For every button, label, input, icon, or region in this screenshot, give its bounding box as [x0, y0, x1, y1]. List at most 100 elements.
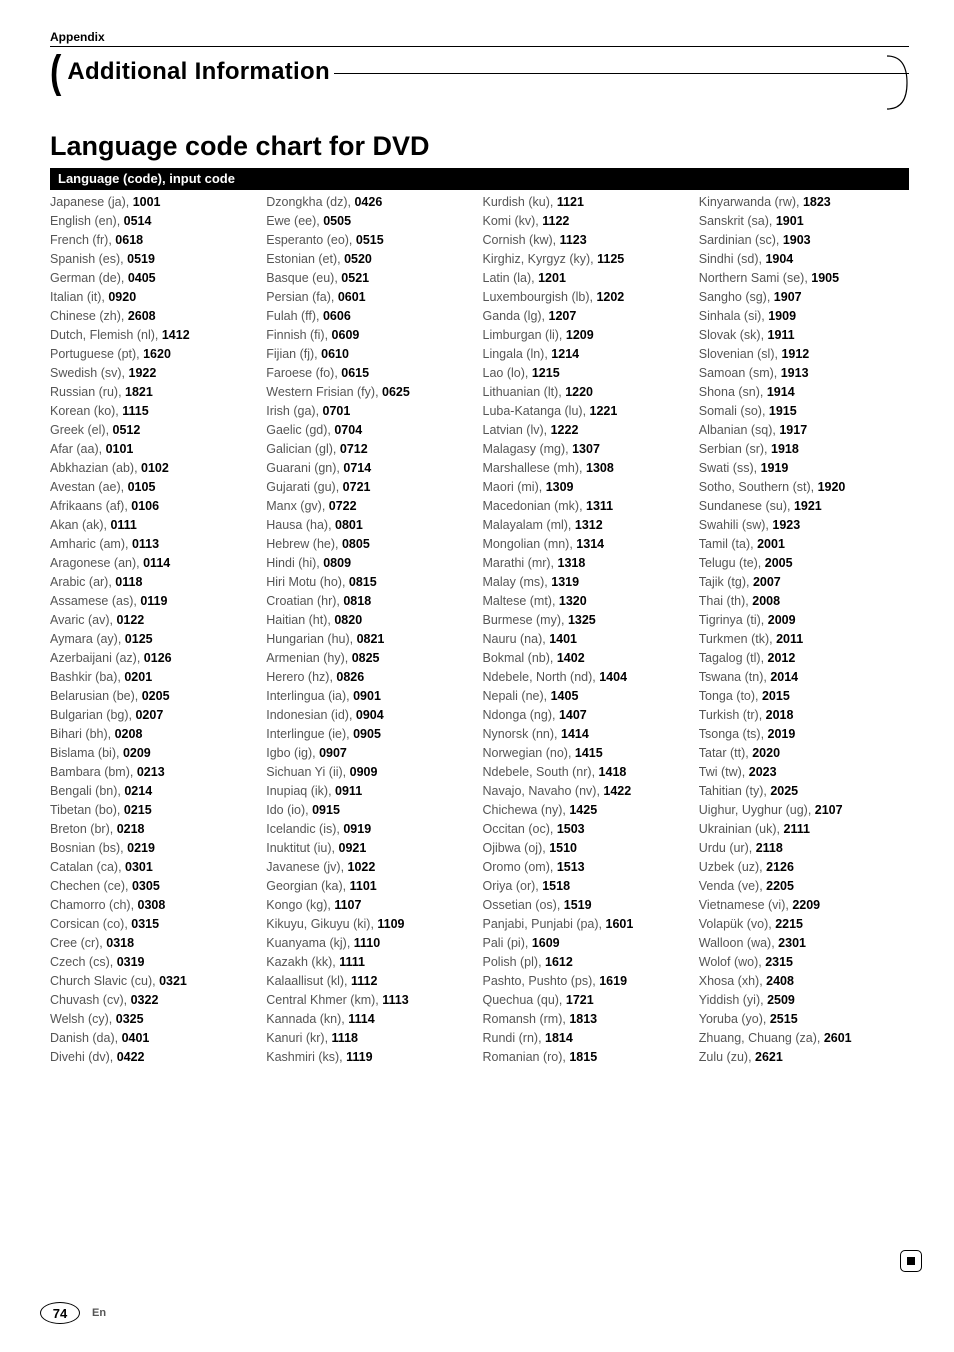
- language-code: 2408: [766, 974, 794, 988]
- language-name: Czech (cs),: [50, 955, 117, 969]
- language-code: 0905: [353, 727, 381, 741]
- language-code: 2601: [824, 1031, 852, 1045]
- language-entry: Tamil (ta), 2001: [699, 535, 909, 554]
- language-code: 1314: [576, 537, 604, 551]
- language-name: Lingala (ln),: [483, 347, 552, 361]
- language-code: 1904: [765, 252, 793, 266]
- language-name: Tamil (ta),: [699, 537, 757, 551]
- language-code: 1414: [561, 727, 589, 741]
- language-entry: Dutch, Flemish (nl), 1412: [50, 326, 260, 345]
- language-entry: Norwegian (no), 1415: [483, 744, 693, 763]
- language-name: Sardinian (sc),: [699, 233, 783, 247]
- language-code: 0207: [135, 708, 163, 722]
- language-code: 0201: [124, 670, 152, 684]
- language-name: Inuktitut (iu),: [266, 841, 338, 855]
- language-code: 1913: [781, 366, 809, 380]
- language-entry: Haitian (ht), 0820: [266, 611, 476, 630]
- language-code: 0321: [159, 974, 187, 988]
- language-entry: Sundanese (su), 1921: [699, 497, 909, 516]
- language-name: Afar (aa),: [50, 442, 106, 456]
- language-entry: Kongo (kg), 1107: [266, 896, 476, 915]
- language-name: Sangho (sg),: [699, 290, 774, 304]
- language-entry: Russian (ru), 1821: [50, 383, 260, 402]
- language-label: En: [92, 1307, 106, 1319]
- language-name: Tigrinya (ti),: [699, 613, 768, 627]
- language-entry: Czech (cs), 0319: [50, 953, 260, 972]
- language-code: 0106: [131, 499, 159, 513]
- language-code: 1412: [162, 328, 190, 342]
- language-entry: Manx (gv), 0722: [266, 497, 476, 516]
- language-code: 0815: [349, 575, 377, 589]
- language-entry: Albanian (sq), 1917: [699, 421, 909, 440]
- language-name: Dutch, Flemish (nl),: [50, 328, 162, 342]
- language-entry: Zulu (zu), 2621: [699, 1048, 909, 1067]
- language-name: Maori (mi),: [483, 480, 546, 494]
- language-name: Slovak (sk),: [699, 328, 768, 342]
- language-name: Bokmal (nb),: [483, 651, 557, 665]
- language-name: Arabic (ar),: [50, 575, 115, 589]
- language-name: Tajik (tg),: [699, 575, 753, 589]
- language-code: 2009: [768, 613, 796, 627]
- language-name: Ojibwa (oj),: [483, 841, 550, 855]
- language-name: Western Frisian (fy),: [266, 385, 382, 399]
- language-entry: Twi (tw), 2023: [699, 763, 909, 782]
- language-name: Urdu (ur),: [699, 841, 756, 855]
- language-name: Georgian (ka),: [266, 879, 349, 893]
- language-code: 1919: [761, 461, 789, 475]
- language-name: Kikuyu, Gikuyu (ki),: [266, 917, 377, 931]
- language-entry: Estonian (et), 0520: [266, 250, 476, 269]
- language-name: Kinyarwanda (rw),: [699, 195, 803, 209]
- language-entry: Vietnamese (vi), 2209: [699, 896, 909, 915]
- language-code: 1418: [599, 765, 627, 779]
- language-code: 0821: [357, 632, 385, 646]
- language-code: 1118: [332, 1031, 358, 1045]
- appendix-label: Appendix: [50, 30, 909, 47]
- language-code: 2025: [770, 784, 798, 798]
- language-name: Inupiaq (ik),: [266, 784, 335, 798]
- language-entry: Rundi (rn), 1814: [483, 1029, 693, 1048]
- language-code: 0921: [339, 841, 367, 855]
- language-name: Italian (it),: [50, 290, 108, 304]
- language-code: 1620: [143, 347, 171, 361]
- language-code: 0213: [137, 765, 165, 779]
- language-code: 1022: [348, 860, 376, 874]
- language-entry: Avestan (ae), 0105: [50, 478, 260, 497]
- language-entry: Venda (ve), 2205: [699, 877, 909, 896]
- language-entry: Tigrinya (ti), 2009: [699, 611, 909, 630]
- language-name: Tonga (to),: [699, 689, 762, 703]
- language-name: Amharic (am),: [50, 537, 132, 551]
- language-name: Serbian (sr),: [699, 442, 771, 456]
- language-name: Sundanese (su),: [699, 499, 794, 513]
- language-entry: Breton (br), 0218: [50, 820, 260, 839]
- language-code: 0401: [122, 1031, 150, 1045]
- language-code: 1101: [350, 879, 377, 893]
- language-entry: Tagalog (tl), 2012: [699, 649, 909, 668]
- language-code: 1814: [545, 1031, 573, 1045]
- language-name: Esperanto (eo),: [266, 233, 356, 247]
- language-entry: Ido (io), 0915: [266, 801, 476, 820]
- language-entry: Oromo (om), 1513: [483, 858, 693, 877]
- language-name: Maltese (mt),: [483, 594, 559, 608]
- language-code: 1519: [564, 898, 592, 912]
- language-code: 1001: [133, 195, 161, 209]
- language-entry: Nepali (ne), 1405: [483, 687, 693, 706]
- language-entry: Aymara (ay), 0125: [50, 630, 260, 649]
- language-entry: Panjabi, Punjabi (pa), 1601: [483, 915, 693, 934]
- language-name: Russian (ru),: [50, 385, 125, 399]
- language-entry: Hungarian (hu), 0821: [266, 630, 476, 649]
- language-entry: Assamese (as), 0119: [50, 592, 260, 611]
- language-entry: Sotho, Southern (st), 1920: [699, 478, 909, 497]
- language-entry: Slovak (sk), 1911: [699, 326, 909, 345]
- language-name: Zulu (zu),: [699, 1050, 755, 1064]
- language-entry: Ndebele, North (nd), 1404: [483, 668, 693, 687]
- language-entry: Nauru (na), 1401: [483, 630, 693, 649]
- language-name: Church Slavic (cu),: [50, 974, 159, 988]
- language-code: 0514: [124, 214, 152, 228]
- language-name: Gujarati (gu),: [266, 480, 342, 494]
- language-code: 2118: [756, 841, 783, 855]
- language-column: Kinyarwanda (rw), 1823Sanskrit (sa), 190…: [699, 193, 909, 1067]
- language-name: Catalan (ca),: [50, 860, 125, 874]
- language-entry: Latin (la), 1201: [483, 269, 693, 288]
- language-name: Ndonga (ng),: [483, 708, 559, 722]
- language-entry: Tajik (tg), 2007: [699, 573, 909, 592]
